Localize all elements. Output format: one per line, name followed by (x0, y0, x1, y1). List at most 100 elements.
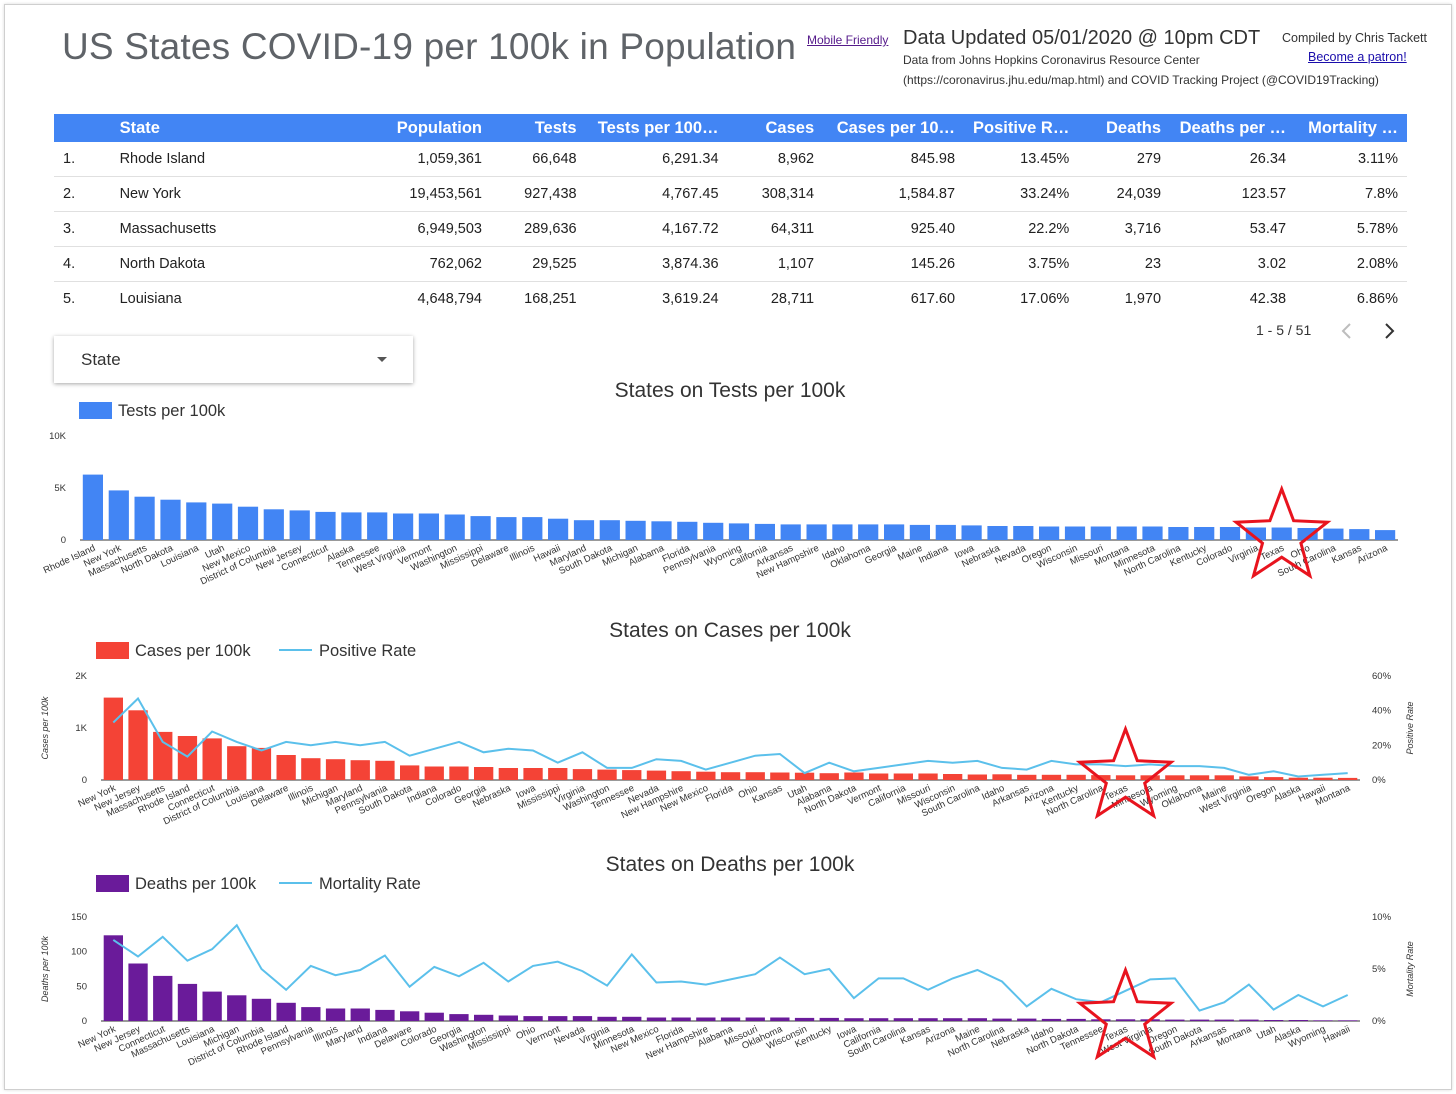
previous-page-icon[interactable] (1339, 321, 1355, 341)
column-header-tests-per-100k[interactable]: Tests per 100… (585, 114, 728, 142)
bar-utah (212, 503, 233, 540)
y2-axis-title: Mortality Rate (1405, 941, 1415, 997)
column-header-rank[interactable] (54, 114, 111, 142)
dropdown-arrow-icon (377, 357, 387, 362)
bar-alaska (341, 512, 362, 540)
bar-wyoming (1165, 775, 1185, 780)
bar-oregon (1264, 777, 1284, 780)
cell-state: Louisiana (119, 291, 182, 307)
bar-new-york (108, 490, 129, 540)
table-row[interactable]: 3. Massachusetts 6,949,503 289,636 4,167… (54, 211, 1407, 247)
bar-new-hampshire (806, 524, 827, 540)
y2-tick-label: 40% (1372, 706, 1392, 717)
bar-arizona (1041, 774, 1062, 780)
cell-tests: 66,648 (490, 142, 586, 177)
bar-wisconsin (794, 1017, 815, 1021)
y-axis-title: Cases per 100k (40, 696, 50, 760)
bar-indiana (424, 766, 444, 780)
column-header-cases-per-100k[interactable]: Cases per 10… (823, 114, 965, 142)
next-page-icon[interactable] (1381, 321, 1397, 341)
highlight-star-icon (1075, 965, 1176, 1061)
bar-kentucky (1194, 527, 1215, 540)
table-row[interactable]: 2. New York 19,453,561 927,438 4,767.45 … (54, 176, 1407, 212)
bar-vermont (548, 1016, 568, 1021)
bar-indiana (935, 524, 956, 540)
bar-oklahoma (1189, 775, 1210, 780)
bar-mississippi (548, 768, 568, 780)
bar-indiana (375, 1009, 395, 1021)
bar-virginia (572, 769, 593, 780)
bar-alabama (819, 773, 839, 780)
bar-virginia (1245, 527, 1266, 540)
cell-rank: 5. (63, 291, 76, 307)
cell-positive-rate: 13.45% (964, 142, 1079, 177)
chart-title: States on Deaths per 100k (606, 853, 855, 876)
state-filter-dropdown[interactable]: State (54, 336, 413, 383)
bar-maryland (350, 1008, 370, 1021)
cell-state: North Dakota (110, 246, 310, 282)
column-header-deaths-per-100k[interactable]: Deaths per … (1170, 114, 1296, 142)
bar-wyoming (1313, 1020, 1333, 1021)
bar-nebraska (987, 526, 1008, 540)
cell-state: New York (110, 176, 310, 212)
table-row[interactable]: 4. North Dakota 762,062 29,525 3,874.36 … (54, 246, 1407, 282)
bar-nebraska (498, 768, 518, 780)
bar-south-dakota (400, 765, 420, 780)
bar-ohio (523, 1016, 543, 1021)
cases-chart: States on Cases per 100k Cases per 100k Po… (40, 619, 1415, 828)
cell-cases: 28,711 (770, 291, 815, 307)
bar-connecticut (153, 975, 173, 1021)
y-tick-label: 0 (82, 775, 87, 786)
mobile-friendly-link[interactable]: Mobile Friendly (807, 33, 889, 47)
bar-south-carolina (893, 1018, 913, 1021)
bar-california (754, 523, 775, 540)
column-header-population[interactable]: Population (309, 114, 491, 142)
bar-delaware (400, 1011, 420, 1021)
bar-maine (909, 524, 930, 540)
bar-south-dakota (599, 520, 620, 540)
become-patron-link[interactable]: Become a patron! (1308, 50, 1407, 64)
cell-mortality-rate: 5.78% (1295, 211, 1407, 247)
bar-georgia (884, 524, 905, 540)
cell-state: Massachusetts (110, 211, 310, 247)
bar-arizona (1375, 530, 1396, 540)
cell-tests: 29,525 (490, 246, 586, 282)
table-row[interactable]: 1. Rhode Island 1,059,361 66,648 6,291.3… (54, 142, 1407, 177)
column-header-cases[interactable]: Cases (727, 114, 824, 142)
cell-cases-per-100k: 617.60 (910, 291, 956, 307)
cell-population: 6,949,503 (309, 211, 491, 247)
column-header-deaths[interactable]: Deaths (1078, 114, 1171, 142)
bar-mississippi (498, 1015, 518, 1021)
bar-louisiana (186, 502, 207, 540)
cell-tests: 168,251 (524, 291, 577, 307)
y-tick-label: 0 (82, 1016, 87, 1027)
y-tick-label: 1K (75, 723, 87, 734)
bar-delaware (276, 755, 296, 780)
cell-state: Rhode Island (110, 142, 310, 177)
bar-north-dakota (844, 772, 864, 780)
bar-louisiana (202, 991, 222, 1021)
bar-oklahoma (858, 524, 879, 540)
cell-tests-per-100k: 4,767.45 (585, 176, 728, 212)
bar-nevada (1013, 526, 1034, 540)
cell-population: 4,648,794 (417, 291, 482, 307)
bar-texas (1271, 527, 1292, 540)
cell-cases: 8,962 (727, 142, 824, 177)
bar-north-carolina (1168, 527, 1189, 540)
rate-line (112, 696, 1348, 778)
column-header-mortality-rate[interactable]: Mortality … (1295, 114, 1407, 142)
bar-south-carolina (967, 774, 987, 780)
bar-colorado (424, 1012, 444, 1021)
column-header-state[interactable]: State (110, 114, 310, 142)
bar-kentucky (1066, 774, 1086, 780)
bar-massachusetts (177, 983, 198, 1021)
column-header-tests[interactable]: Tests (490, 114, 586, 142)
bar-south-carolina (1323, 528, 1344, 540)
bar-arkansas (1017, 774, 1037, 780)
table-row[interactable]: 5. Louisiana 4,648,794 168,251 3,619.24 … (54, 282, 1407, 317)
bar-florida (677, 521, 698, 540)
cell-cases-per-100k: 925.40 (823, 211, 965, 247)
column-header-positive-rate[interactable]: Positive R… (964, 114, 1079, 142)
bar-arizona (943, 1018, 963, 1021)
bar-maine (967, 1018, 987, 1021)
